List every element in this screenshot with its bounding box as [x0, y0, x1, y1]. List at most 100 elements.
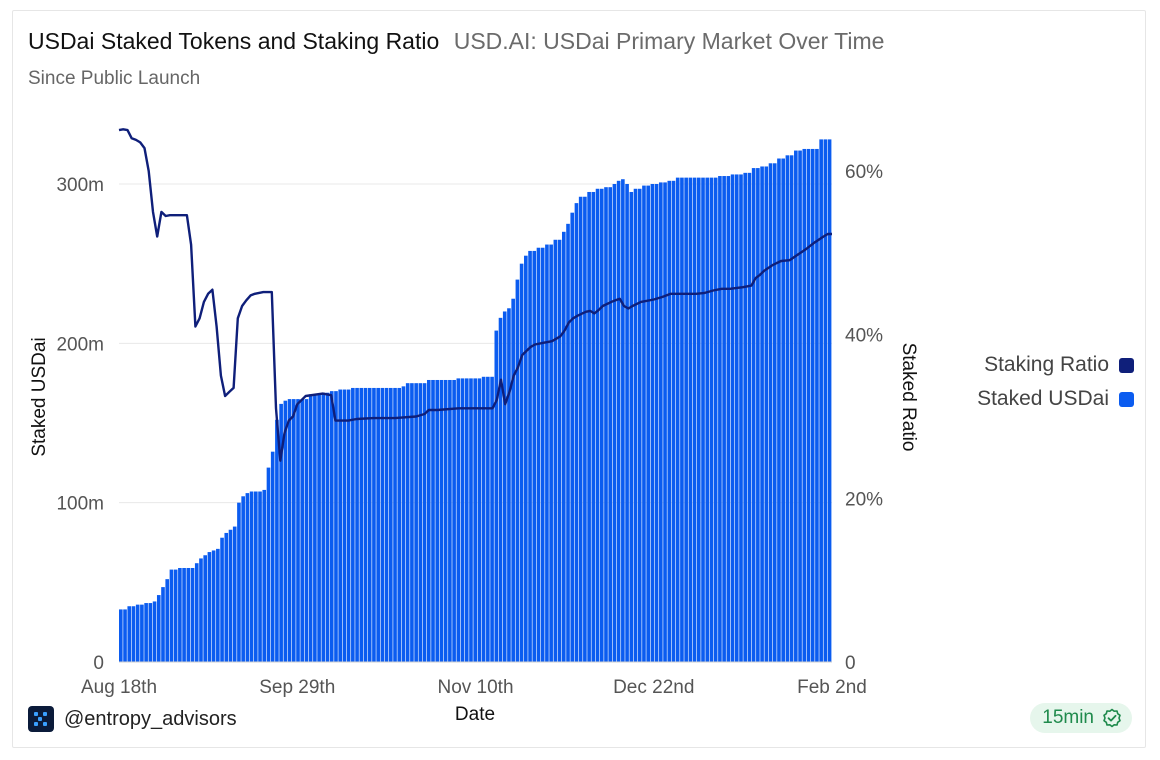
- staked-usdai-bar[interactable]: [540, 247, 545, 663]
- staked-usdai-bar[interactable]: [545, 244, 549, 663]
- staked-usdai-bar[interactable]: [135, 604, 140, 662]
- staked-usdai-bar[interactable]: [194, 563, 199, 662]
- staked-usdai-bar[interactable]: [351, 387, 355, 662]
- staked-usdai-bar[interactable]: [346, 389, 351, 662]
- staked-usdai-bar[interactable]: [751, 168, 756, 662]
- staked-usdai-bar[interactable]: [827, 139, 832, 662]
- staked-usdai-bar[interactable]: [283, 400, 288, 662]
- query-name[interactable]: USD.AI: USDai Primary Market Over Time: [453, 28, 885, 54]
- staked-usdai-bar[interactable]: [287, 399, 292, 662]
- staked-usdai-bar[interactable]: [258, 491, 262, 662]
- staked-usdai-bar[interactable]: [418, 383, 423, 662]
- staked-usdai-bar[interactable]: [338, 389, 342, 662]
- staked-usdai-bar[interactable]: [317, 394, 321, 662]
- staked-usdai-bar[interactable]: [663, 182, 667, 662]
- staked-usdai-bar[interactable]: [549, 244, 553, 663]
- staking-ratio-line[interactable]: [118, 128, 832, 462]
- staked-usdai-bar[interactable]: [270, 451, 275, 662]
- staked-usdai-bar[interactable]: [819, 139, 823, 662]
- staked-usdai-bar[interactable]: [380, 387, 385, 662]
- staked-usdai-bar[interactable]: [726, 176, 731, 662]
- staked-usdai-bar[interactable]: [477, 378, 482, 662]
- staked-usdai-bar[interactable]: [722, 176, 726, 662]
- staked-usdai-bar[interactable]: [199, 558, 203, 662]
- staked-usdai-bar[interactable]: [675, 177, 680, 662]
- staked-usdai-bar[interactable]: [376, 387, 380, 662]
- staked-usdai-bar[interactable]: [494, 330, 499, 662]
- staked-usdai-bar[interactable]: [262, 489, 267, 662]
- staked-usdai-bar[interactable]: [772, 163, 777, 663]
- staked-usdai-bar[interactable]: [599, 188, 604, 662]
- refresh-badge[interactable]: 15min: [1030, 703, 1132, 733]
- staked-usdai-bar[interactable]: [363, 387, 368, 662]
- staked-usdai-bar[interactable]: [266, 467, 271, 662]
- staked-usdai-bar[interactable]: [519, 263, 524, 662]
- staked-usdai-bar[interactable]: [414, 383, 418, 662]
- attribution[interactable]: @entropy_advisors: [28, 706, 237, 732]
- staked-usdai-bar[interactable]: [486, 376, 490, 662]
- staked-usdai-bar[interactable]: [553, 239, 558, 662]
- staked-usdai-bar[interactable]: [650, 184, 655, 662]
- staked-usdai-bar[interactable]: [279, 403, 283, 662]
- staked-usdai-bar[interactable]: [355, 387, 359, 662]
- staked-usdai-bar[interactable]: [325, 392, 330, 662]
- staked-usdai-bar[interactable]: [140, 604, 144, 662]
- staked-usdai-bar[interactable]: [781, 158, 785, 662]
- staked-usdai-bar[interactable]: [734, 174, 739, 662]
- staked-usdai-bar[interactable]: [629, 191, 634, 662]
- staked-usdai-bar[interactable]: [507, 308, 511, 662]
- staked-usdai-bar[interactable]: [397, 387, 402, 662]
- staked-usdai-bar[interactable]: [671, 180, 676, 662]
- staked-usdai-bar[interactable]: [329, 391, 334, 662]
- staked-usdai-bar[interactable]: [659, 182, 663, 662]
- staked-usdai-bar[interactable]: [570, 212, 575, 662]
- staked-usdai-bar[interactable]: [161, 587, 165, 662]
- staked-usdai-bar[interactable]: [688, 177, 693, 662]
- staked-usdai-bar[interactable]: [502, 311, 507, 662]
- staked-usdai-bar[interactable]: [220, 537, 224, 662]
- staked-usdai-bar[interactable]: [621, 179, 625, 662]
- staked-usdai-bar[interactable]: [561, 231, 566, 663]
- staked-usdai-bar[interactable]: [123, 609, 127, 662]
- staked-usdai-bar[interactable]: [203, 555, 207, 662]
- staked-usdai-bar[interactable]: [165, 579, 170, 662]
- staked-usdai-bar[interactable]: [713, 177, 718, 662]
- staked-usdai-bar[interactable]: [439, 379, 444, 662]
- staked-usdai-bar[interactable]: [296, 399, 300, 662]
- staked-usdai-bar[interactable]: [604, 187, 608, 662]
- staked-usdai-bar[interactable]: [254, 491, 258, 662]
- staked-usdai-bar[interactable]: [608, 187, 613, 662]
- staked-usdai-bar[interactable]: [747, 172, 752, 662]
- staked-usdai-bar[interactable]: [232, 526, 237, 662]
- staked-usdai-bar[interactable]: [211, 550, 216, 662]
- staked-usdai-bar[interactable]: [431, 379, 435, 662]
- staked-usdai-bar[interactable]: [389, 387, 393, 662]
- staked-usdai-bar[interactable]: [156, 595, 161, 662]
- staked-usdai-bar[interactable]: [798, 150, 802, 663]
- staked-usdai-bar[interactable]: [718, 176, 722, 662]
- staked-usdai-bar[interactable]: [490, 376, 494, 662]
- staked-usdai-bar[interactable]: [625, 184, 629, 662]
- staked-usdai-bar[interactable]: [313, 394, 317, 662]
- author-handle[interactable]: @entropy_advisors: [64, 707, 237, 730]
- staked-usdai-bar[interactable]: [469, 378, 473, 662]
- staked-usdai-bar[interactable]: [680, 177, 684, 662]
- staked-usdai-bar[interactable]: [667, 180, 672, 662]
- staked-usdai-bar[interactable]: [422, 383, 427, 662]
- staked-usdai-bar[interactable]: [637, 188, 642, 662]
- staked-usdai-bar[interactable]: [460, 378, 465, 662]
- staked-usdai-bar[interactable]: [524, 255, 528, 662]
- legend-item-staking-ratio[interactable]: Staking Ratio: [977, 348, 1134, 382]
- staked-usdai-bar[interactable]: [405, 383, 410, 662]
- staked-usdai-bar[interactable]: [802, 148, 807, 662]
- staked-usdai-bar[interactable]: [131, 606, 136, 662]
- staked-usdai-bar[interactable]: [216, 548, 220, 662]
- staked-usdai-bar[interactable]: [464, 378, 469, 662]
- staked-usdai-bar[interactable]: [696, 177, 701, 662]
- staked-usdai-bar[interactable]: [646, 185, 650, 662]
- staked-usdai-bar[interactable]: [410, 383, 414, 662]
- staked-usdai-bar[interactable]: [515, 279, 520, 662]
- staked-usdai-bar[interactable]: [612, 184, 617, 662]
- staked-usdai-bar[interactable]: [810, 148, 815, 662]
- staked-usdai-bar[interactable]: [443, 379, 448, 662]
